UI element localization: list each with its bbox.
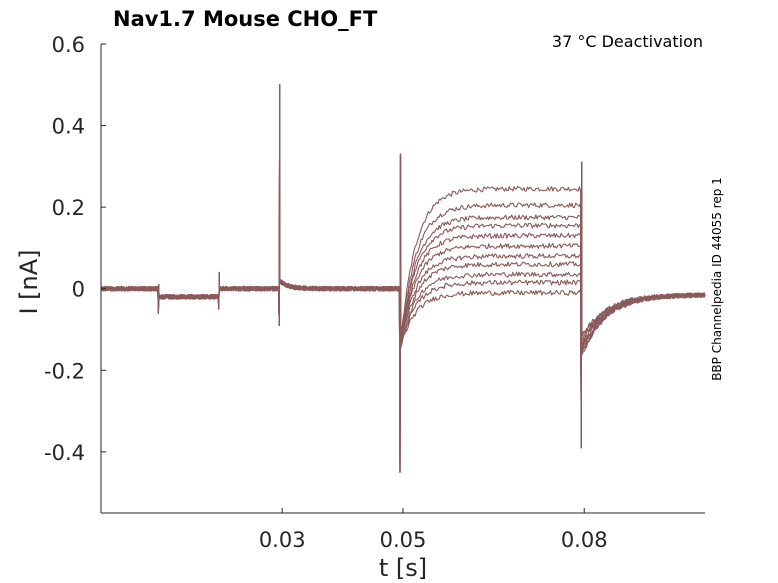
trace-line — [100, 84, 706, 473]
trace-line — [100, 84, 706, 473]
trace-line — [100, 84, 706, 473]
y-tick-label: 0.4 — [52, 115, 85, 139]
trace-line — [100, 84, 705, 473]
trace-line — [100, 84, 706, 473]
plot-area: 0.6 0.4 0.2 0 -0.2 -0.4 0.03 0.05 0.08 — [44, 33, 706, 552]
trace-group — [100, 84, 706, 473]
trace-line — [100, 84, 706, 473]
x-tick-label: 0.08 — [561, 528, 608, 552]
y-axis-label: I [nA] — [15, 249, 43, 314]
y-tick-label: 0.2 — [52, 196, 85, 220]
x-axis-label: t [s] — [379, 554, 427, 582]
y-tick-label: 0.6 — [52, 33, 85, 57]
x-tick-group: 0.03 0.05 0.08 — [259, 508, 608, 552]
y-tick-label: -0.4 — [44, 441, 85, 465]
chart-title: Nav1.7 Mouse CHO_FT — [113, 7, 378, 31]
y-tick-label: 0 — [72, 278, 85, 302]
trace-line — [100, 84, 706, 473]
x-tick-label: 0.05 — [380, 528, 427, 552]
y-tick-label: -0.2 — [44, 359, 85, 383]
side-label: BBP Channelpedia ID 44055 rep 1 — [710, 177, 724, 381]
x-tick-label: 0.03 — [259, 528, 306, 552]
trace-line — [101, 84, 706, 473]
chart-annotation: 37 °C Deactivation — [552, 32, 703, 51]
y-tick-group: 0.6 0.4 0.2 0 -0.2 -0.4 — [44, 33, 106, 465]
trace-line — [100, 84, 706, 473]
trace-line — [100, 84, 706, 473]
trace-line — [100, 84, 706, 473]
